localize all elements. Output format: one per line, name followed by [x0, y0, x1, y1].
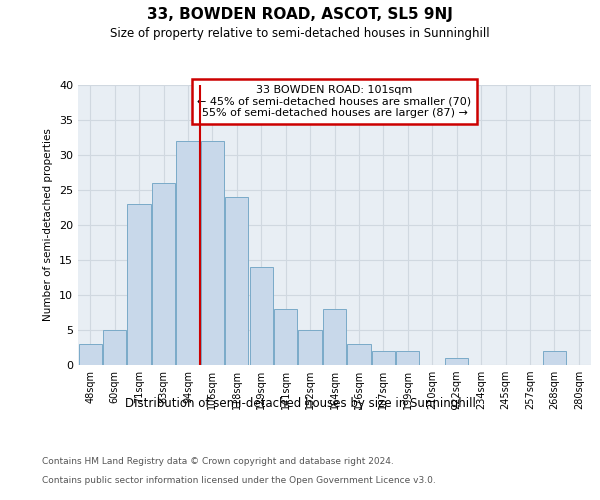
Bar — [176, 141, 200, 365]
Text: Size of property relative to semi-detached houses in Sunninghill: Size of property relative to semi-detach… — [110, 28, 490, 40]
Bar — [274, 309, 297, 365]
Bar — [225, 197, 248, 365]
Text: Distribution of semi-detached houses by size in Sunninghill: Distribution of semi-detached houses by … — [125, 398, 475, 410]
Bar — [323, 309, 346, 365]
Bar — [79, 344, 102, 365]
Y-axis label: Number of semi-detached properties: Number of semi-detached properties — [43, 128, 53, 322]
Bar — [445, 358, 468, 365]
Bar — [201, 141, 224, 365]
Bar — [250, 267, 273, 365]
Text: Contains public sector information licensed under the Open Government Licence v3: Contains public sector information licen… — [42, 476, 436, 485]
Bar — [127, 204, 151, 365]
Text: Contains HM Land Registry data © Crown copyright and database right 2024.: Contains HM Land Registry data © Crown c… — [42, 458, 394, 466]
Text: 33 BOWDEN ROAD: 101sqm
← 45% of semi-detached houses are smaller (70)
55% of sem: 33 BOWDEN ROAD: 101sqm ← 45% of semi-det… — [197, 85, 472, 118]
Bar — [298, 330, 322, 365]
Text: 33, BOWDEN ROAD, ASCOT, SL5 9NJ: 33, BOWDEN ROAD, ASCOT, SL5 9NJ — [147, 8, 453, 22]
Bar — [347, 344, 371, 365]
Bar — [396, 351, 419, 365]
Bar — [103, 330, 126, 365]
Bar — [372, 351, 395, 365]
Bar — [543, 351, 566, 365]
Bar — [152, 183, 175, 365]
